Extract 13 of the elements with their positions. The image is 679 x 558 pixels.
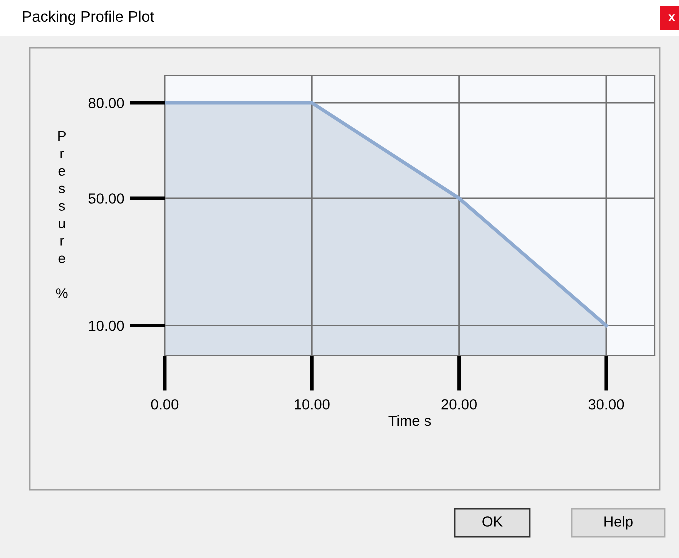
x-tick-label: 20.00 [442,399,477,410]
text: Help [604,516,633,530]
x-tick-label: 30.00 [588,399,624,410]
text: OK [482,516,503,527]
x-tick-label: 0.00 [151,399,179,410]
text: x [668,14,676,22]
text: Pressure % [56,131,68,298]
chart-title: Packing Profile Plot [23,10,154,26]
y-tick-label: 50.00 [88,194,124,204]
x-tick-label: 10.00 [295,399,330,410]
y-tick-label: 80.00 [88,98,124,108]
y-tick-label: 10.00 [89,320,124,332]
x-axis-title: Time s [388,415,432,426]
